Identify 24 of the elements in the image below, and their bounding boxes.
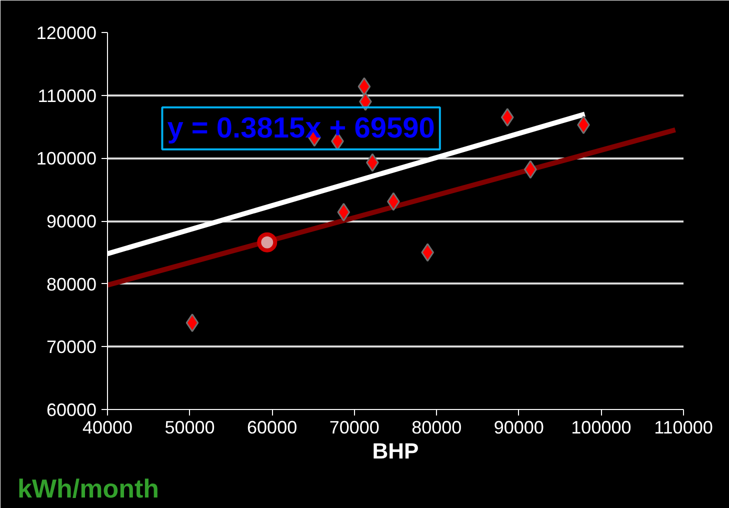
x-tick-label: 100000 xyxy=(571,418,632,438)
annotation: y = 0.3815x + 69590 xyxy=(167,112,435,144)
point xyxy=(257,232,278,252)
y-axis-title: kWh/month xyxy=(18,474,160,504)
x-tick-label: 110000 xyxy=(654,418,713,438)
y-tick-label: 90000 xyxy=(46,212,97,232)
y-tick-label: 60000 xyxy=(46,400,97,420)
point xyxy=(421,243,434,262)
point xyxy=(337,202,350,222)
x-tick-label: 80000 xyxy=(412,418,462,438)
point xyxy=(500,108,514,127)
y-tick-label: 80000 xyxy=(46,274,97,294)
x-tick-label: 70000 xyxy=(329,418,380,438)
y-tick-label: 110000 xyxy=(38,86,97,106)
x-tick-label: 90000 xyxy=(494,418,544,438)
y-tick-label: 70000 xyxy=(46,337,97,358)
y-tick-label: 100000 xyxy=(36,148,97,169)
y-tick-label: 120000 xyxy=(36,23,97,43)
x-tick-label: 60000 xyxy=(247,418,298,438)
x-axis-title: BHP xyxy=(372,438,419,464)
point xyxy=(186,314,199,332)
x-tick-label: 40000 xyxy=(82,418,133,438)
x-tick-label: 50000 xyxy=(164,418,215,438)
point xyxy=(358,77,371,96)
